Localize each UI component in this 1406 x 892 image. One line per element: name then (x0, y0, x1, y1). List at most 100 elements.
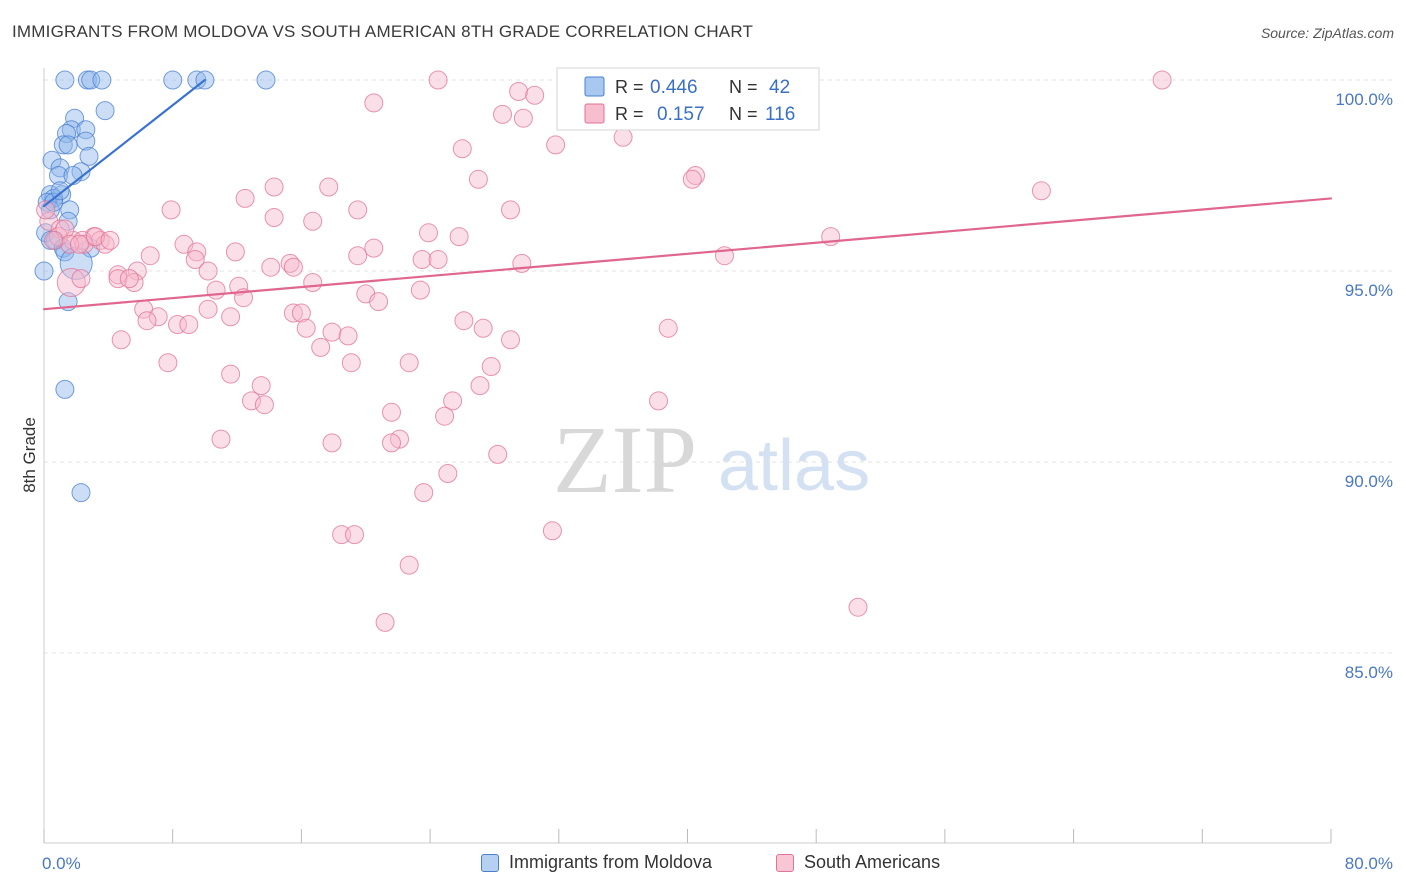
legend-n-label-south-americans: N = (729, 104, 758, 124)
legend-label-south-americans: South Americans (804, 852, 941, 872)
south-american-point (303, 273, 323, 292)
y-axis-label: 8th Grade (20, 417, 39, 493)
south-american-point (283, 303, 303, 323)
moldova-point (58, 135, 78, 155)
south-american-point (69, 234, 89, 254)
chart-title: IMMIGRANTS FROM MOLDOVA VS SOUTH AMERICA… (12, 22, 754, 41)
axes (43, 68, 1332, 844)
south-american-point (542, 521, 562, 541)
legend-n-value-south-americans: 116 (765, 104, 795, 125)
legend-swatch-moldova-bottom (481, 853, 499, 872)
south-american-point (341, 353, 361, 373)
south-american-point (296, 318, 316, 338)
south-american-point (168, 315, 187, 334)
moldova-point (65, 108, 85, 128)
x-tick-label: 0.0% (42, 854, 81, 873)
south-american-point (501, 330, 520, 350)
moldova-point (63, 166, 83, 185)
trend-lines (42, 78, 1333, 311)
south-american-point (158, 353, 178, 373)
south-american-point (280, 253, 300, 273)
south-american-point (264, 208, 284, 227)
moldova-point (71, 483, 91, 503)
south-american-point (410, 280, 430, 300)
south-american-point (414, 483, 434, 503)
south-american-point (848, 597, 868, 617)
moldova-point (53, 135, 73, 155)
south-american-point (198, 261, 218, 281)
south-american-point (100, 230, 120, 250)
south-american-point (127, 261, 147, 281)
moldova-point (44, 192, 64, 212)
south-american-point (119, 269, 139, 289)
south-american-point (179, 315, 199, 334)
south-american-point (452, 139, 472, 159)
south-american-point (435, 406, 455, 426)
south-american-point (137, 311, 157, 331)
south-american-point (56, 268, 86, 297)
south-american-point (613, 127, 633, 147)
source-label: Source: ZipAtlas.com (1260, 25, 1394, 41)
south-american-point (682, 169, 702, 189)
south-american-point (140, 246, 160, 266)
south-american-point (254, 395, 274, 415)
south-american-point (419, 223, 438, 243)
legend-box: R = 0.446 N = 42 R = 0.157 N = 116 (556, 67, 820, 131)
south-american-point (375, 612, 395, 632)
moldova-point (76, 131, 96, 151)
south-american-point (364, 238, 384, 258)
moldova-point (49, 166, 68, 185)
moldova-point (81, 70, 101, 90)
south-american-point (291, 303, 311, 323)
south-american-point (348, 200, 368, 220)
south-american-point (55, 219, 75, 239)
legend-n-label-moldova: N = (729, 77, 758, 97)
south-american-point (364, 93, 384, 113)
legend-n-value-moldova: 42 (769, 77, 790, 98)
moldova-point (58, 211, 78, 231)
south-american-point (382, 402, 401, 422)
south-american-point (493, 104, 512, 124)
south-american-point (369, 292, 389, 312)
south-american-point (39, 211, 59, 231)
south-american-point (322, 433, 342, 453)
south-american-point (468, 169, 488, 189)
moldova-point (92, 70, 112, 90)
south-american-point (44, 230, 64, 250)
south-american-point (322, 322, 342, 342)
south-american-point (658, 318, 678, 338)
south-american-point (338, 326, 358, 346)
watermark-atlas: atlas (718, 426, 870, 506)
x-tick-label: 80.0% (1345, 854, 1393, 873)
south-american-point (86, 227, 105, 247)
south-american-point (509, 82, 529, 101)
legend-swatch-south-americans-bottom (776, 853, 794, 872)
south-american-point (481, 357, 501, 376)
south-american-point (1031, 181, 1051, 201)
south-american-point (264, 177, 284, 197)
south-american-point (428, 70, 448, 90)
south-american-point (412, 250, 432, 269)
south-american-point (1152, 70, 1172, 90)
grid-lines (44, 79, 1392, 654)
south-american-point (108, 269, 128, 289)
moldova-point (163, 70, 183, 90)
south-american-point (454, 311, 474, 331)
data-points (34, 70, 1172, 632)
legend-label-moldova: Immigrants from Moldova (509, 852, 713, 872)
moldova-point (256, 70, 276, 90)
watermark: ZIP atlas (553, 406, 870, 513)
south-american-point (449, 227, 469, 247)
south-american-point (71, 269, 91, 289)
tick-labels: 85.0% 90.0% 95.0% 100.0% 0.0% 80.0% (42, 90, 1393, 873)
south-american-point (161, 200, 181, 220)
moldova-point (76, 120, 96, 140)
south-american-point (235, 188, 255, 208)
south-american-point (345, 525, 364, 545)
moldova-point (95, 101, 115, 121)
south-american-point (74, 234, 94, 254)
south-american-point (399, 555, 419, 575)
south-american-point (225, 242, 245, 262)
moldova-point (79, 146, 99, 166)
